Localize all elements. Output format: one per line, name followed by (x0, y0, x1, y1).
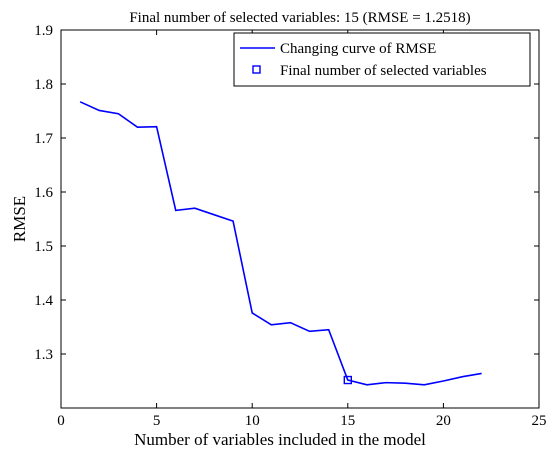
legend-box (233, 32, 531, 87)
y-axis: 1.3 1.4 1.5 1.6 1.7 1.8 1.9 (34, 23, 539, 363)
y-tick-label: 1.7 (34, 131, 53, 147)
y-tick-label: 1.8 (34, 77, 53, 93)
y-tick-label: 1.6 (34, 185, 53, 201)
x-tick-label: 25 (532, 413, 547, 429)
series-line-rmse (79, 101, 482, 386)
y-axis-label: RMSE (10, 196, 29, 242)
y-tick-label: 1.3 (34, 347, 53, 363)
legend-entry-final: Final number of selected variables (280, 63, 487, 79)
plot-area (60, 29, 540, 409)
x-tick-label: 5 (153, 413, 161, 429)
x-tick-label: 0 (57, 413, 65, 429)
x-tick-label: 20 (436, 413, 451, 429)
x-axis-label: Number of variables included in the mode… (134, 430, 426, 449)
legend: Changing curve of RMSE Final number of s… (233, 32, 531, 87)
y-tick-label: 1.4 (34, 293, 53, 309)
y-tick-label: 1.5 (34, 239, 53, 255)
chart-title: Final number of selected variables: 15 (… (129, 10, 470, 26)
x-tick-label: 15 (340, 413, 355, 429)
final-selection-marker (343, 375, 352, 385)
y-tick-label: 1.9 (34, 23, 53, 39)
legend-marker-swatch (252, 65, 261, 74)
x-tick-label: 10 (245, 413, 260, 429)
legend-entry-rmse: Changing curve of RMSE (280, 41, 436, 57)
